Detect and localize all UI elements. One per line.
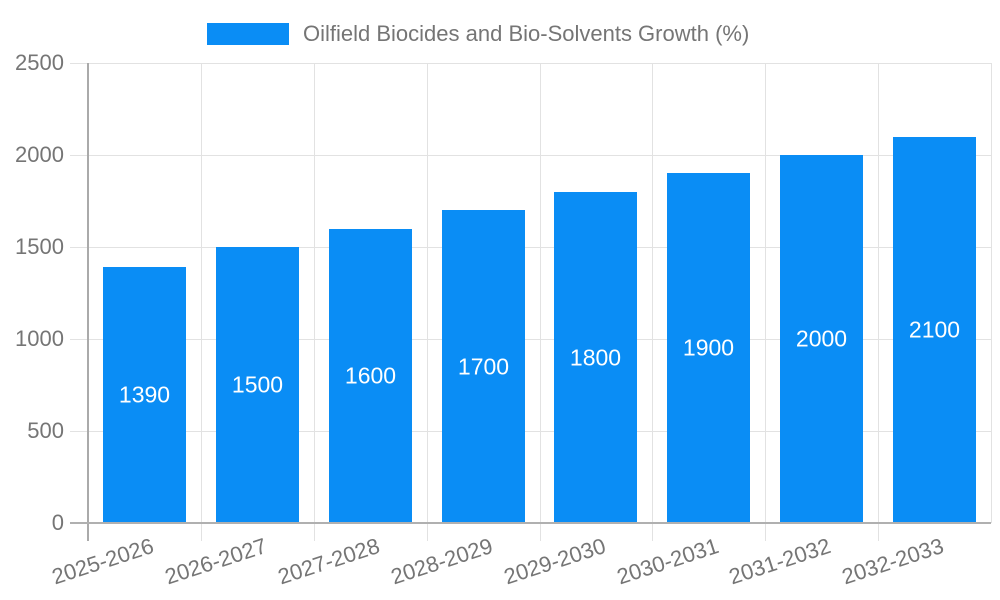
bar-value-label: 2000	[795, 325, 848, 352]
bar-value-label: 1390	[118, 381, 171, 408]
bar-value-label: 1900	[682, 334, 735, 361]
bar: 2000	[780, 155, 863, 523]
x-axis-tick-label: 2025-2026	[49, 533, 157, 590]
gridline	[314, 63, 315, 541]
gridline	[70, 339, 991, 340]
legend-swatch	[207, 23, 289, 45]
x-axis-line	[70, 522, 991, 524]
y-axis-tick-label: 1500	[15, 234, 64, 259]
bar: 1390	[103, 267, 186, 523]
y-axis-tick-label: 2500	[15, 50, 64, 75]
x-axis-tick-label: 2031-2032	[726, 533, 835, 590]
gridline	[70, 247, 991, 248]
legend-label: Oilfield Biocides and Bio-Solvents Growt…	[303, 21, 750, 46]
gridline	[991, 63, 992, 523]
gridline	[70, 155, 991, 156]
bar-value-label: 1800	[569, 344, 622, 370]
gridline	[427, 63, 428, 541]
x-axis-tick-label: 2032-2033	[839, 533, 947, 590]
y-axis-tick-label: 0	[51, 510, 64, 535]
gridline	[70, 63, 991, 64]
bar: 1500	[216, 247, 299, 523]
y-axis-line	[87, 63, 89, 541]
bar-value-label: 1700	[457, 353, 510, 379]
bar: 1900	[667, 173, 750, 523]
gridline	[540, 63, 541, 541]
bar-value-label: 2100	[908, 316, 961, 343]
bar: 2100	[893, 137, 976, 523]
gridline	[765, 63, 766, 541]
gridline	[878, 63, 879, 541]
legend: Oilfield Biocides and Bio-Solvents Growt…	[207, 21, 749, 47]
y-axis-tick-label: 1000	[15, 326, 64, 351]
y-axis-tick-label: 2000	[15, 142, 64, 167]
gridline	[201, 63, 202, 541]
x-axis-tick-label: 2028-2029	[387, 533, 496, 590]
bar-value-label: 1600	[344, 362, 397, 389]
x-axis-tick-label: 2030-2031	[613, 533, 722, 590]
x-axis-tick-label: 2027-2028	[274, 533, 383, 590]
bar-value-label: 1500	[231, 371, 284, 398]
bar: 1800	[554, 192, 637, 523]
x-axis-tick-label: 2029-2030	[500, 533, 609, 590]
bar: 1700	[442, 210, 525, 523]
bar: 1600	[329, 229, 412, 523]
gridline	[70, 431, 991, 432]
y-axis-tick-label: 500	[27, 418, 64, 443]
x-axis-tick-label: 2026-2027	[161, 533, 270, 590]
gridline	[652, 63, 653, 541]
